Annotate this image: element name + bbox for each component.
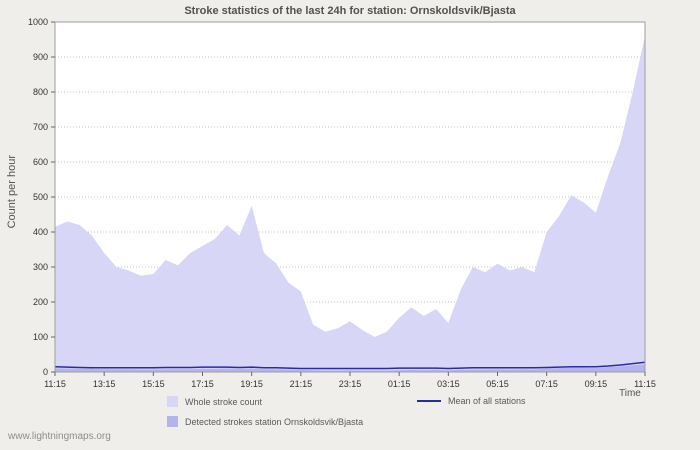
legend-label-detected: Detected strokes station Ornskoldsvik/Bj… (185, 416, 364, 427)
footer-link[interactable]: www.lightningmaps.org (8, 431, 111, 442)
series-line-2 (54, 361, 646, 370)
y-tick-label: 600 (33, 157, 48, 167)
legend-swatch-detected (167, 416, 178, 427)
x-tick-label: 05:15 (486, 379, 509, 389)
x-tick-label: 17:15 (191, 379, 214, 389)
legend-item-mean-of-all-stations: Mean of all stations (417, 396, 526, 406)
series-area-1 (55, 364, 645, 372)
x-tick-label: 11:15 (44, 379, 66, 389)
y-tick-label: 100 (33, 332, 48, 342)
x-tick-label: 07:15 (535, 379, 558, 389)
y-tick-label: 300 (33, 262, 48, 272)
x-tick-label: 13:15 (93, 379, 116, 389)
chart-title: Stroke statistics of the last 24h for st… (184, 5, 516, 17)
legend-swatch-whole (167, 396, 178, 407)
x-axis-label: Time (619, 388, 641, 399)
y-tick-label: 500 (33, 192, 48, 202)
y-tick-label: 400 (33, 227, 48, 237)
series-area-0 (55, 36, 645, 372)
x-tick-label: 23:15 (339, 379, 362, 389)
y-tick-label: 1000 (28, 17, 48, 27)
legend-item-detected-strokes: Detected strokes station Ornskoldsvik/Bj… (167, 416, 363, 427)
x-tick-label: 01:15 (388, 379, 411, 389)
x-tick-label: 15:15 (142, 379, 165, 389)
legend-label-mean: Mean of all stations (448, 396, 526, 406)
y-tick-label: 900 (33, 52, 48, 62)
y-tick-label: 700 (33, 122, 48, 132)
y-tick-label: 200 (33, 297, 48, 307)
legend-item-whole-stroke-count: Whole stroke count (167, 396, 262, 407)
x-tick-label: 21:15 (290, 379, 313, 389)
y-tick-label: 800 (33, 87, 48, 97)
x-tick-label: 19:15 (240, 379, 263, 389)
x-tick-label: 03:15 (437, 379, 460, 389)
y-tick-label: 0 (43, 367, 48, 377)
legend-swatch-mean (417, 400, 441, 402)
x-tick-label: 11:15 (634, 379, 656, 389)
stroke-chart: 0 100 200 300 400 500 600 700 800 900 1000 11:15 13:… (28, 17, 656, 389)
x-tick-label: 09:15 (585, 379, 608, 389)
legend-label-whole: Whole stroke count (185, 396, 263, 407)
